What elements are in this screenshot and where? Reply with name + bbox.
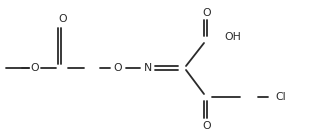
Text: Cl: Cl	[275, 92, 286, 102]
Text: Cl: Cl	[275, 92, 286, 102]
Text: O: O	[59, 14, 67, 24]
Text: OH: OH	[224, 32, 241, 42]
Text: N: N	[144, 63, 152, 73]
Text: O: O	[203, 121, 211, 131]
Text: OH: OH	[224, 32, 241, 42]
Text: O: O	[59, 14, 67, 24]
Text: O: O	[31, 63, 39, 73]
Text: O: O	[114, 63, 122, 73]
Text: O: O	[203, 8, 211, 18]
Text: O: O	[114, 63, 122, 73]
Text: O: O	[203, 8, 211, 18]
Text: O: O	[31, 63, 39, 73]
Text: N: N	[144, 63, 152, 73]
Text: O: O	[203, 121, 211, 131]
